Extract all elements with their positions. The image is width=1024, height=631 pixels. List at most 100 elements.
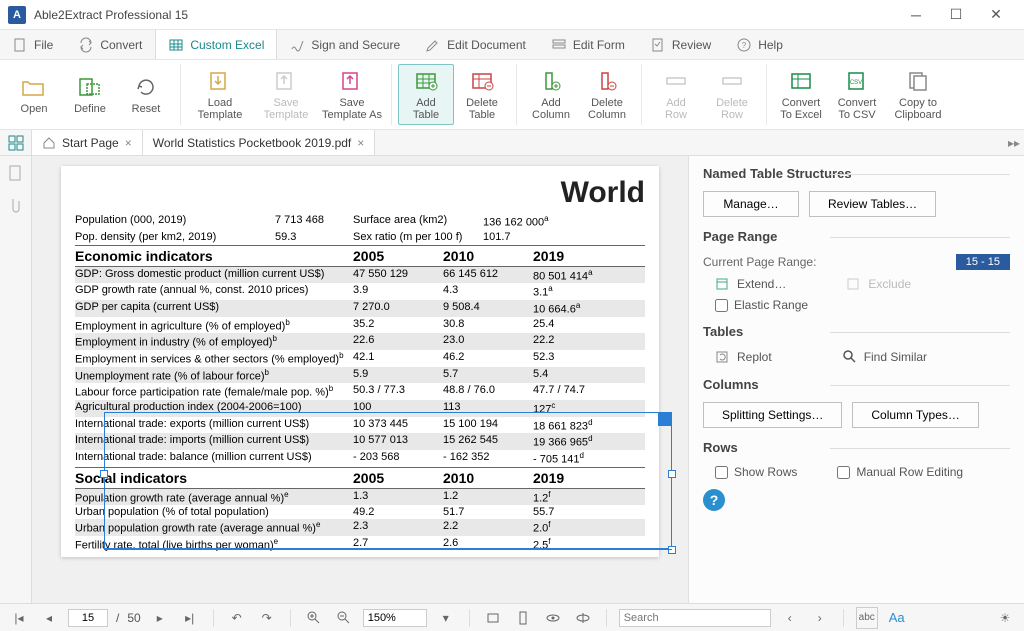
search-next-button[interactable]: › xyxy=(809,607,831,629)
menu-edit-form[interactable]: Edit Form xyxy=(539,30,638,59)
save-template-icon xyxy=(273,68,299,94)
replot-button[interactable]: Replot xyxy=(715,349,772,365)
whole-word-button[interactable]: abc xyxy=(856,607,878,629)
next-page-button[interactable]: ▸ xyxy=(149,607,171,629)
load-template-label: Load Template xyxy=(198,97,243,121)
add-column-button[interactable]: Add Column xyxy=(523,64,579,125)
zoom-dropdown[interactable]: ▾ xyxy=(435,607,457,629)
section-rows: Rows xyxy=(703,440,1010,455)
panel-collapse-button[interactable]: ▸▸ xyxy=(1004,130,1024,155)
clipboard-button[interactable]: Copy to Clipboard xyxy=(885,64,951,125)
delete-table-icon xyxy=(469,68,495,94)
menu-convert-label: Convert xyxy=(100,38,142,52)
delete-table-button[interactable]: Delete Table xyxy=(454,64,510,125)
review-tables-button[interactable]: Review Tables… xyxy=(809,191,936,217)
menu-sign[interactable]: Sign and Secure xyxy=(277,30,413,59)
find-similar-button[interactable]: Find Similar xyxy=(842,349,927,365)
theme-button[interactable]: ☀ xyxy=(994,607,1016,629)
selection-corner[interactable] xyxy=(658,412,672,426)
menu-convert[interactable]: Convert xyxy=(66,30,155,59)
menu-file[interactable]: File xyxy=(0,30,66,59)
manual-row-checkbox[interactable]: Manual Row Editing xyxy=(837,465,963,479)
zoom-out-button[interactable] xyxy=(333,607,355,629)
tab-start-page[interactable]: Start Page × xyxy=(32,130,143,155)
reset-label: Reset xyxy=(132,103,161,115)
selection-handle[interactable] xyxy=(668,470,676,478)
attachments-icon[interactable] xyxy=(7,196,25,214)
tab-document-label: World Statistics Pocketbook 2019.pdf xyxy=(153,136,352,150)
current-range-label: Current Page Range: xyxy=(703,255,816,269)
close-button[interactable]: ✕ xyxy=(976,0,1016,30)
open-button[interactable]: Open xyxy=(6,64,62,125)
ribbon: Open Define Reset Load Template Save Tem… xyxy=(0,60,1024,130)
save-template-as-button[interactable]: Save Template As xyxy=(319,64,385,125)
search-prev-button[interactable]: ‹ xyxy=(779,607,801,629)
menu-review[interactable]: Review xyxy=(638,30,724,59)
rotate-left-button[interactable]: ↶ xyxy=(226,607,248,629)
menu-file-label: File xyxy=(34,38,53,52)
zoom-input[interactable] xyxy=(363,609,427,627)
tab-document[interactable]: World Statistics Pocketbook 2019.pdf × xyxy=(143,130,376,155)
menu-sign-label: Sign and Secure xyxy=(311,38,400,52)
first-page-button[interactable]: |◂ xyxy=(8,607,30,629)
page-number-input[interactable] xyxy=(68,609,108,627)
show-rows-input[interactable] xyxy=(715,466,728,479)
maximize-button[interactable]: ☐ xyxy=(936,0,976,30)
document-view[interactable]: World Population (000, 2019)7 713 468 Su… xyxy=(32,156,688,603)
left-rail xyxy=(0,156,32,603)
case-button[interactable]: Aa xyxy=(886,607,908,629)
doc-title: World xyxy=(75,176,645,210)
elastic-range-checkbox[interactable]: Elastic Range xyxy=(715,298,808,312)
search-input[interactable] xyxy=(619,609,771,627)
elastic-range-input[interactable] xyxy=(715,299,728,312)
add-table-icon xyxy=(413,68,439,94)
zoom-in-button[interactable] xyxy=(303,607,325,629)
help-bubble[interactable]: ? xyxy=(703,489,725,511)
data-row: Population growth rate (average annual %… xyxy=(75,489,645,506)
add-column-label: Add Column xyxy=(532,97,570,121)
selection-handle[interactable] xyxy=(668,546,676,554)
data-row: Urban population growth rate (average an… xyxy=(75,519,645,536)
minimize-button[interactable]: ─ xyxy=(896,0,936,30)
show-rows-checkbox[interactable]: Show Rows xyxy=(715,465,797,479)
sign-icon xyxy=(289,37,305,53)
view-mode-button[interactable] xyxy=(542,607,564,629)
view-mode-2-button[interactable] xyxy=(572,607,594,629)
edit-icon xyxy=(425,37,441,53)
svg-text:CSV: CSV xyxy=(850,80,862,86)
define-label: Define xyxy=(74,103,106,115)
add-table-button[interactable]: Add Table xyxy=(398,64,454,125)
load-template-icon xyxy=(207,68,233,94)
tab-start-close[interactable]: × xyxy=(125,136,132,150)
help-icon: ? xyxy=(736,37,752,53)
rotate-right-button[interactable]: ↷ xyxy=(256,607,278,629)
column-types-button[interactable]: Column Types… xyxy=(852,402,978,428)
status-bar: |◂ ◂ / 50 ▸ ▸| ↶ ↷ ▾ ‹ › abc Aa ☀ xyxy=(0,603,1024,631)
excel-icon xyxy=(168,37,184,53)
menu-help[interactable]: ? Help xyxy=(724,30,796,59)
selection-handle[interactable] xyxy=(100,470,108,478)
delete-column-button[interactable]: Delete Column xyxy=(579,64,635,125)
load-template-button[interactable]: Load Template xyxy=(187,64,253,125)
tab-document-close[interactable]: × xyxy=(357,136,364,150)
tabs-thumbnails-toggle[interactable] xyxy=(0,130,32,155)
fit-width-button[interactable] xyxy=(482,607,504,629)
delete-column-icon xyxy=(594,68,620,94)
bookmarks-icon[interactable] xyxy=(7,164,25,182)
splitting-settings-button[interactable]: Splitting Settings… xyxy=(703,402,842,428)
convert-excel-icon xyxy=(788,68,814,94)
fit-page-button[interactable] xyxy=(512,607,534,629)
define-button[interactable]: Define xyxy=(62,64,118,125)
reset-button[interactable]: Reset xyxy=(118,64,174,125)
manual-row-input[interactable] xyxy=(837,466,850,479)
extend-button[interactable]: Extend… xyxy=(715,276,786,292)
menu-edit-doc[interactable]: Edit Document xyxy=(413,30,539,59)
convert-excel-button[interactable]: Convert To Excel xyxy=(773,64,829,125)
last-page-button[interactable]: ▸| xyxy=(179,607,201,629)
section-page-range: Page Range xyxy=(703,229,1010,244)
manage-button[interactable]: Manage… xyxy=(703,191,799,217)
convert-csv-button[interactable]: CSV Convert To CSV xyxy=(829,64,885,125)
window-title: Able2Extract Professional 15 xyxy=(34,8,896,22)
menu-custom-excel[interactable]: Custom Excel xyxy=(155,30,277,59)
prev-page-button[interactable]: ◂ xyxy=(38,607,60,629)
